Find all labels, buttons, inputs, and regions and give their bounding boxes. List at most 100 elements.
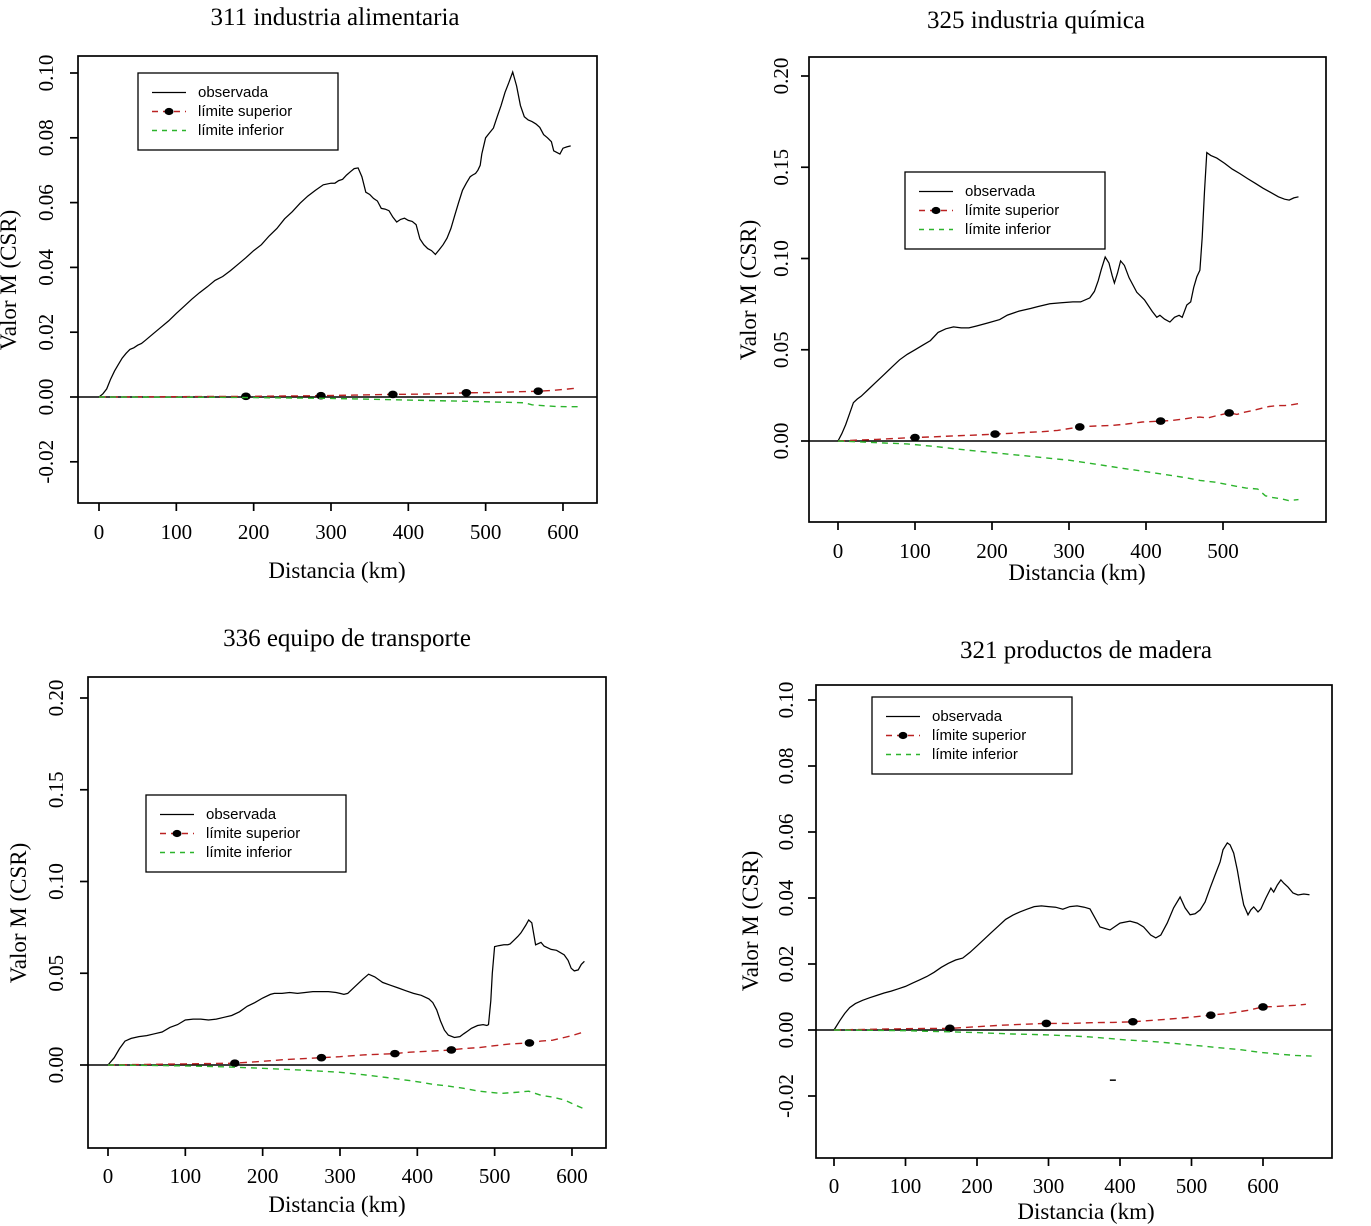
legend-sample-dot [931, 206, 941, 215]
y-tick-label: 0.06 [774, 814, 798, 851]
y-tick-label: 0.00 [44, 1047, 68, 1084]
marker-dot [1074, 423, 1085, 431]
y-tick-label: 0.05 [44, 955, 68, 992]
x-tick-label: 600 [556, 1164, 588, 1188]
x-tick-label: 600 [547, 520, 579, 544]
x-tick-label: 500 [1176, 1174, 1208, 1198]
x-tick-label: 200 [238, 520, 270, 544]
legend: observada límite superior límite inferior [137, 72, 339, 151]
legend-sample-dot [898, 731, 908, 740]
legend-label: límite superior [198, 103, 292, 120]
legend-label: límite superior [965, 202, 1059, 219]
legend-label: límite inferior [932, 746, 1018, 763]
marker-dot [1206, 1011, 1216, 1019]
legend-sample-dot [172, 829, 182, 838]
chart-336-canvas: 336 equipo de transporte Valor M (CSR) D… [6, 625, 607, 1217]
plot-border [808, 56, 1327, 523]
chart-title: 311 industria alimentaria [211, 4, 460, 31]
x-tick-label: 500 [470, 520, 502, 544]
chart-311-canvas: 311 industria alimentaria Valor M (CSR) … [0, 4, 598, 583]
y-tick-label: 0.08 [34, 119, 58, 156]
x-tick-label: 400 [402, 1164, 434, 1188]
legend-label: límite inferior [206, 844, 292, 861]
x-tick-label: 100 [161, 520, 193, 544]
y-tick-label: 0.02 [774, 946, 798, 983]
y-tick-label: 0.10 [44, 863, 68, 900]
observada-line [107, 919, 585, 1066]
y-tick-label: 0.20 [769, 58, 793, 95]
x-tick-label: 0 [829, 1174, 840, 1198]
limite-inferior-line [833, 1029, 1312, 1057]
marker-dot [990, 430, 1000, 438]
x-tick-label: 0 [103, 1164, 114, 1188]
legend-label: observada [198, 84, 269, 101]
y-tick-label: -0.02 [34, 440, 58, 484]
x-tick-label: 100 [899, 539, 931, 563]
observada-line [837, 151, 1299, 442]
legend-label: límite inferior [965, 221, 1051, 238]
observada-line [98, 69, 571, 398]
x-tick-label: 600 [1247, 1174, 1279, 1198]
marker-dot [390, 1049, 400, 1058]
limite-inferior-line [837, 440, 1299, 502]
x-tick-label: 400 [1104, 1174, 1136, 1198]
marker-dot [446, 1046, 457, 1054]
y-tick-label: 0.00 [34, 379, 58, 416]
chart-321-canvas: 321 productos de madera Valor M (CSR) Di… [738, 637, 1333, 1224]
x-tick-label: 100 [170, 1164, 202, 1188]
chart-panel-336: 336 equipo de transporte Valor M (CSR) D… [0, 613, 685, 1226]
chart-title: 336 equipo de transporte [223, 625, 471, 652]
legend-label: límite inferior [198, 122, 284, 139]
marker-dot [945, 1024, 955, 1033]
limite-inferior-line [107, 1064, 585, 1110]
marker-dot [910, 433, 920, 442]
x-tick-label: 300 [1033, 1174, 1065, 1198]
y-axis-title: Valor M (CSR) [0, 210, 21, 351]
chart-title: 325 industria química [927, 7, 1145, 34]
x-tick-label: 0 [833, 539, 844, 563]
x-tick-label: 300 [324, 1164, 356, 1188]
y-tick-label: 0.15 [44, 771, 68, 808]
chart-panel-321: 321 productos de madera Valor M (CSR) Di… [686, 613, 1371, 1226]
x-tick-label: 100 [890, 1174, 922, 1198]
marker-dot [1155, 417, 1166, 425]
y-tick-label: 0.02 [34, 314, 58, 351]
x-tick-label: 400 [1130, 539, 1162, 563]
plot-area: 0 100 200 300 400 500 0.00 0.05 0.10 0.15 0.20 [769, 56, 1327, 563]
plot-border [87, 676, 607, 1149]
limite-superior-line [98, 387, 579, 398]
x-tick-label: 300 [315, 520, 347, 544]
legend-label: observada [206, 806, 277, 823]
y-tick-label: 0.20 [44, 680, 68, 717]
chart-title: 321 productos de madera [960, 637, 1212, 664]
marker-dot [230, 1059, 240, 1067]
x-tick-label: 500 [1207, 539, 1239, 563]
legend: observada límite superior límite inferior [871, 696, 1073, 775]
marker-dot [388, 390, 398, 399]
x-tick-label: 0 [94, 520, 105, 544]
legend-label: límite superior [206, 825, 300, 842]
y-tick-label: 0.10 [774, 682, 798, 719]
legend-label: observada [965, 183, 1036, 200]
chart-panel-325: 325 industria química Valor M (CSR) Dist… [686, 0, 1371, 613]
x-axis-title: Distancia (km) [268, 558, 405, 583]
y-axis-title: Valor M (CSR) [736, 220, 761, 361]
y-tick-label: 0.15 [769, 149, 793, 186]
plot-area: 0 100 200 300 400 500 600 -0.02 0.00 0.02 0.04 0.06… [34, 55, 598, 544]
y-tick-label: 0.10 [34, 55, 58, 92]
x-axis-title: Distancia (km) [268, 1192, 405, 1217]
y-tick-label: 0.00 [774, 1012, 798, 1049]
y-axis-title: Valor M (CSR) [738, 851, 763, 992]
marker-dot [1224, 409, 1234, 417]
marker-dot [1041, 1019, 1052, 1028]
y-tick-label: 0.04 [34, 249, 58, 286]
y-axis-title: Valor M (CSR) [6, 843, 31, 984]
limite-superior-line [107, 1032, 582, 1066]
legend-label: límite superior [932, 727, 1026, 744]
y-tick-label: -0.02 [774, 1074, 798, 1118]
legend: observada límite superior límite inferior [145, 794, 347, 873]
plot-border [77, 55, 598, 504]
plot-border [815, 684, 1333, 1159]
x-axis-title: Distancia (km) [1008, 560, 1145, 585]
legend: observada límite superior límite inferior [904, 171, 1106, 250]
